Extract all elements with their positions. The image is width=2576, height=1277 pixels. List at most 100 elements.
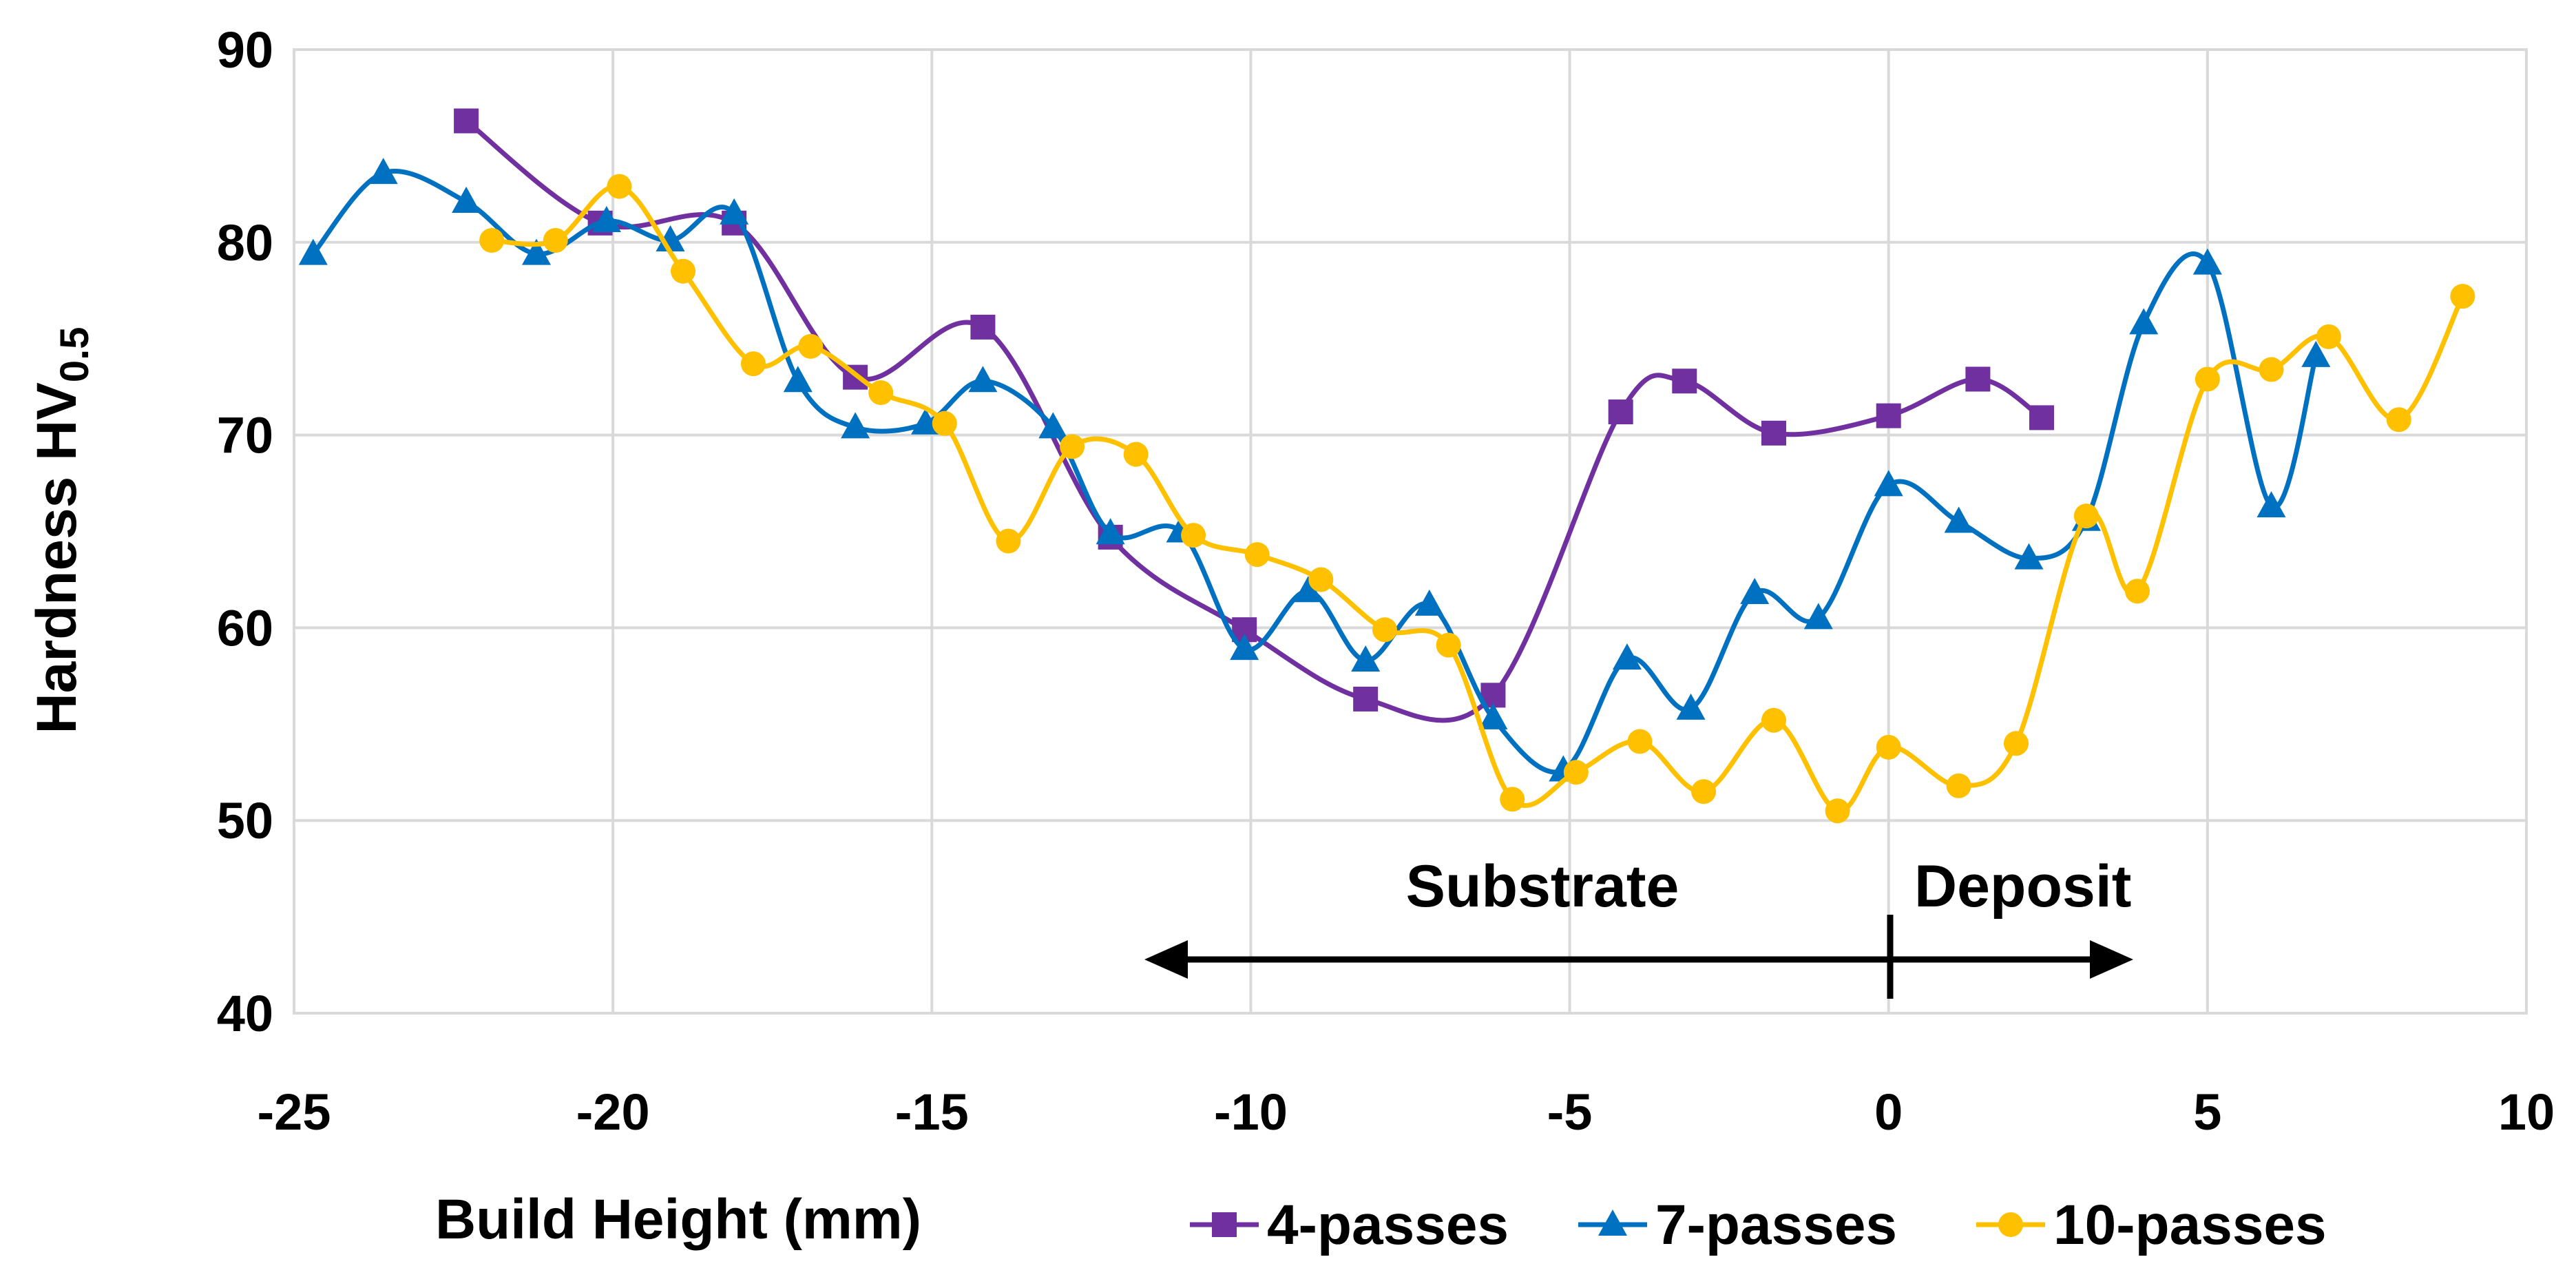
data-point-7-passes bbox=[298, 238, 328, 265]
data-point-10-passes bbox=[1761, 707, 1786, 733]
x-tick-label: -5 bbox=[1547, 1083, 1593, 1141]
data-point-10-passes bbox=[1825, 798, 1850, 824]
x-axis-title: Build Height (mm) bbox=[435, 1188, 921, 1251]
legend-item-7-passes: 7-passes bbox=[1578, 1194, 1897, 1256]
data-point-10-passes bbox=[1372, 617, 1397, 643]
y-tick-label: 50 bbox=[217, 792, 273, 849]
data-point-10-passes bbox=[1627, 729, 1653, 754]
legend-item-4-passes: 4-passes bbox=[1190, 1194, 1509, 1256]
data-point-10-passes bbox=[868, 380, 894, 406]
substrate-deposit-annotation: Substrate Deposit bbox=[1144, 853, 2133, 999]
data-point-10-passes bbox=[671, 258, 696, 284]
legend-label-10-passes: 10-passes bbox=[2053, 1194, 2327, 1256]
data-point-10-passes bbox=[1946, 773, 1971, 798]
data-point-7-passes bbox=[911, 408, 941, 435]
substrate-arrowhead bbox=[1144, 940, 1188, 979]
data-point-4-passes bbox=[1965, 366, 1991, 392]
data-point-7-passes bbox=[521, 238, 551, 265]
x-tick-label: -10 bbox=[1214, 1083, 1288, 1141]
data-point-4-passes bbox=[1608, 399, 1633, 425]
data-point-7-passes bbox=[2192, 248, 2222, 275]
data-point-10-passes bbox=[1244, 542, 1270, 568]
data-point-7-passes bbox=[1803, 603, 1833, 630]
data-point-10-passes bbox=[996, 528, 1021, 554]
data-point-4-passes bbox=[970, 314, 996, 340]
data-point-7-passes bbox=[1740, 578, 1770, 605]
data-point-10-passes bbox=[1691, 779, 1717, 804]
data-point-10-passes bbox=[1563, 760, 1589, 785]
data-point-4-passes bbox=[1672, 368, 1697, 394]
y-tick-label: 40 bbox=[217, 985, 273, 1042]
data-point-4-passes bbox=[1353, 686, 1379, 712]
legend-marker-7-passes bbox=[1598, 1209, 1627, 1236]
data-point-7-passes bbox=[591, 206, 621, 233]
data-point-10-passes bbox=[1060, 434, 1085, 459]
substrate-label: Substrate bbox=[1406, 853, 1679, 920]
y-axis-title: Hardness HV0.5 bbox=[25, 326, 97, 734]
y-tick-label: 90 bbox=[217, 21, 273, 79]
data-point-10-passes bbox=[2003, 731, 2029, 756]
data-point-7-passes bbox=[1676, 693, 1706, 720]
series-layer bbox=[298, 108, 2475, 824]
y-tick-label: 80 bbox=[217, 214, 273, 271]
data-point-4-passes bbox=[1761, 420, 1786, 446]
data-point-7-passes bbox=[2256, 491, 2286, 518]
data-point-10-passes bbox=[2073, 503, 2099, 529]
data-point-10-passes bbox=[1500, 787, 1525, 812]
y-axis-title-main: Hardness HV bbox=[25, 382, 88, 734]
x-tick-label: 0 bbox=[1874, 1083, 1903, 1141]
data-point-10-passes bbox=[798, 333, 824, 359]
data-point-10-passes bbox=[2124, 579, 2150, 604]
y-tick-label: 60 bbox=[217, 599, 273, 656]
data-point-10-passes bbox=[543, 228, 568, 253]
data-point-4-passes bbox=[2029, 405, 2055, 430]
data-point-7-passes bbox=[2014, 543, 2044, 570]
data-point-7-passes bbox=[841, 412, 870, 439]
data-point-10-passes bbox=[740, 351, 766, 377]
data-point-10-passes bbox=[2316, 324, 2341, 349]
data-point-7-passes bbox=[1478, 703, 1508, 729]
series-line-4-passes bbox=[464, 118, 2043, 723]
x-tick-label: -25 bbox=[258, 1083, 331, 1141]
x-tick-label: -20 bbox=[576, 1083, 650, 1141]
tick-labels: 40 50 60 70 80 90 -25 -20 -15 -10 -5 0 5 10 bbox=[217, 21, 2555, 1141]
data-point-10-passes bbox=[607, 174, 632, 199]
data-point-10-passes bbox=[932, 411, 957, 436]
data-point-7-passes bbox=[720, 198, 749, 225]
data-point-7-passes bbox=[1414, 589, 1444, 616]
data-point-7-passes bbox=[1096, 518, 1125, 545]
data-point-7-passes bbox=[452, 187, 481, 214]
data-point-10-passes bbox=[1876, 734, 1901, 760]
x-tick-label: 5 bbox=[2193, 1083, 2221, 1141]
legend-item-10-passes: 10-passes bbox=[1976, 1194, 2327, 1256]
data-point-10-passes bbox=[1181, 523, 1206, 548]
data-point-10-passes bbox=[2195, 366, 2220, 392]
data-point-7-passes bbox=[783, 366, 813, 393]
y-tick-label: 70 bbox=[217, 407, 273, 464]
legend-label-7-passes: 7-passes bbox=[1655, 1194, 1897, 1256]
deposit-label: Deposit bbox=[1914, 853, 2131, 920]
data-point-7-passes bbox=[1230, 634, 1259, 661]
data-point-4-passes bbox=[1876, 403, 1901, 428]
data-point-7-passes bbox=[1351, 645, 1381, 672]
x-tick-label: -15 bbox=[895, 1083, 969, 1141]
x-tick-label: 10 bbox=[2498, 1083, 2555, 1141]
series-10-passes bbox=[479, 174, 2475, 824]
legend-marker-4-passes bbox=[1212, 1212, 1237, 1237]
legend-marker-10-passes bbox=[1998, 1212, 2023, 1237]
data-point-7-passes bbox=[1293, 576, 1323, 603]
data-point-10-passes bbox=[2386, 407, 2411, 433]
data-point-10-passes bbox=[2450, 284, 2475, 309]
legend-label-4-passes: 4-passes bbox=[1267, 1194, 1509, 1256]
data-point-7-passes bbox=[2129, 308, 2159, 335]
data-point-10-passes bbox=[479, 228, 505, 253]
data-point-10-passes bbox=[1308, 567, 1334, 592]
data-point-7-passes bbox=[1944, 506, 1973, 533]
deposit-arrowhead bbox=[2090, 940, 2133, 979]
data-point-10-passes bbox=[2259, 357, 2284, 382]
data-point-7-passes bbox=[1874, 470, 1903, 497]
data-point-4-passes bbox=[454, 108, 479, 134]
data-point-7-passes bbox=[968, 366, 998, 393]
